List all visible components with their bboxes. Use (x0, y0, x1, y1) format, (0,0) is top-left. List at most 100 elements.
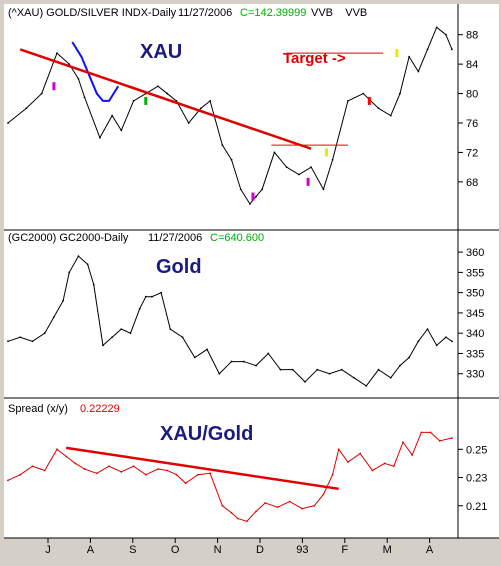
gold-data-point (279, 368, 282, 371)
gold-data-point (444, 336, 447, 339)
gold-data-point (19, 336, 22, 339)
gold-data-point (377, 368, 380, 371)
xau-data-point (111, 114, 114, 117)
xau-data-point (362, 92, 365, 95)
spread-data-point (175, 473, 178, 476)
spread-trendline (65, 446, 339, 491)
xtick-label: A (426, 544, 434, 556)
xau-data-point (40, 92, 43, 95)
gold-data-point (328, 372, 331, 375)
spread-ytick-label: 0.25 (466, 444, 487, 456)
spread-data-point (19, 473, 22, 476)
gold-data-point (138, 307, 141, 310)
xau-data-point (346, 100, 349, 102)
gold-data-point (267, 352, 270, 355)
gold-ytick-label: 345 (466, 308, 484, 320)
axis-ticks: 68 72 76 80 84 88 330 335 340 345 350 355 360 0.21 0.2… (45, 30, 487, 556)
spread-data-point (65, 455, 68, 458)
gold-data-point (111, 336, 114, 339)
gold-ytick-label: 355 (466, 267, 484, 279)
xau-data-point (221, 144, 224, 146)
spread-data-point (120, 470, 123, 473)
signal-marker (395, 49, 399, 58)
gold-data-point (120, 328, 123, 331)
xtick-label: D (256, 544, 264, 556)
xau-data-point (417, 70, 420, 73)
spread-data-point (383, 462, 386, 465)
xau-blue-curve (71, 41, 120, 102)
spread-data-point (144, 473, 147, 476)
spread-data-point (288, 500, 291, 503)
gold-data-point (151, 295, 153, 298)
gold-data-point (353, 376, 355, 379)
gold-data-point (230, 360, 233, 363)
xau-data-point (83, 96, 86, 99)
gold-ytick-label: 350 (466, 288, 484, 300)
spread-data-point (255, 510, 257, 513)
gold-data-point (68, 271, 71, 274)
xau-data-point (98, 136, 101, 139)
spread-data-point (392, 465, 395, 468)
xau-data-point (444, 33, 447, 36)
xau-ytick-label: 76 (466, 118, 478, 130)
spread-big-label: XAU/Gold (160, 423, 253, 445)
signal-marker (144, 96, 148, 105)
xau-data-point (68, 63, 71, 66)
xtick-label: O (171, 544, 180, 556)
spread-ytick-label: 0.21 (466, 501, 487, 513)
xau-header-close: C=142.39999 (240, 7, 306, 19)
xau-data-point (389, 114, 392, 117)
xau-ytick-label: 80 (466, 89, 478, 101)
gold-data-point (92, 283, 95, 286)
spread-data-point (420, 431, 423, 434)
xau-ytick-label: 88 (466, 30, 478, 42)
xau-data-point (166, 92, 169, 95)
xau-trendline (19, 48, 312, 150)
gold-ytick-label: 330 (466, 369, 484, 381)
xau-data-point (322, 188, 325, 191)
spread-data-point (83, 468, 86, 470)
gold-data-point (426, 328, 429, 331)
spread-data-point (264, 502, 267, 504)
gold-data-point (169, 328, 172, 331)
gold-data-point (451, 340, 453, 343)
spread-data-point (236, 517, 239, 520)
gold-data-point (193, 356, 196, 359)
spread-data-point (108, 465, 110, 468)
spread-data-point (301, 507, 303, 510)
plot-background (4, 4, 499, 538)
spread-data-point (411, 454, 414, 456)
gold-data-point (389, 376, 392, 379)
xau-data-point (399, 92, 401, 95)
x-axis-strip (4, 538, 499, 557)
gold-data-point (129, 332, 132, 335)
gold-data-point (181, 336, 184, 339)
spread-data-point (337, 448, 340, 451)
spread-data-point (56, 448, 58, 451)
gold-ytick-label: 340 (466, 328, 484, 340)
spread-data-point (221, 504, 224, 507)
xau-data-point (120, 129, 123, 132)
spread-data-point (7, 479, 9, 482)
gold-data-point (62, 299, 65, 302)
xtick-label: A (87, 544, 95, 556)
xau-data-point (331, 158, 334, 161)
spread-data-point (43, 469, 46, 472)
xau-ytick-label: 68 (466, 177, 478, 189)
signal-marker (251, 192, 255, 201)
xau-data-point (239, 188, 242, 191)
gold-data-point (316, 368, 319, 371)
spread-data-point (245, 520, 248, 523)
gold-header-close: C=640.600 (210, 232, 264, 244)
gold-data-point (408, 356, 411, 359)
gold-series-line (7, 255, 453, 387)
gold-data-point (77, 255, 80, 258)
spread-data-point (209, 472, 211, 475)
xau-data-point (426, 48, 429, 51)
gold-data-point (399, 364, 401, 367)
spread-data-point (371, 469, 374, 472)
spread-data-point (184, 482, 187, 485)
xau-data-point (187, 122, 190, 124)
spread-data-point (322, 493, 325, 496)
